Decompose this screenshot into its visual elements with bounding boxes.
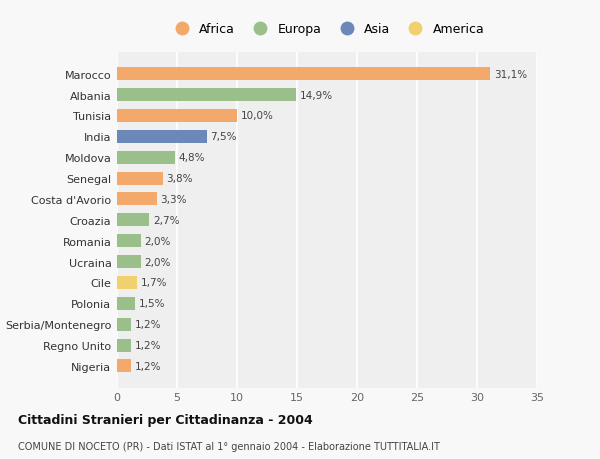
Bar — [117, 235, 141, 247]
Text: 1,2%: 1,2% — [135, 340, 161, 350]
Bar — [117, 130, 207, 144]
Text: 14,9%: 14,9% — [299, 90, 332, 101]
Text: 31,1%: 31,1% — [494, 69, 527, 79]
Text: 4,8%: 4,8% — [178, 153, 205, 163]
Legend: Africa, Europa, Asia, America: Africa, Europa, Asia, America — [166, 19, 488, 40]
Text: 2,7%: 2,7% — [153, 215, 179, 225]
Text: 1,2%: 1,2% — [135, 319, 161, 330]
Bar — [117, 151, 175, 164]
Bar — [117, 256, 141, 269]
Bar — [117, 214, 149, 227]
Bar — [117, 318, 131, 331]
Text: COMUNE DI NOCETO (PR) - Dati ISTAT al 1° gennaio 2004 - Elaborazione TUTTITALIA.: COMUNE DI NOCETO (PR) - Dati ISTAT al 1°… — [18, 441, 440, 451]
Text: 2,0%: 2,0% — [145, 257, 171, 267]
Text: 7,5%: 7,5% — [211, 132, 237, 142]
Text: 1,2%: 1,2% — [135, 361, 161, 371]
Text: 10,0%: 10,0% — [241, 111, 274, 121]
Bar — [117, 339, 131, 352]
Bar — [117, 276, 137, 289]
Text: 2,0%: 2,0% — [145, 236, 171, 246]
Bar — [117, 297, 135, 310]
Bar — [117, 172, 163, 185]
Text: 3,3%: 3,3% — [160, 195, 187, 204]
Bar — [117, 360, 131, 373]
Bar — [117, 193, 157, 206]
Bar — [117, 68, 490, 81]
Bar — [117, 110, 237, 123]
Text: 1,7%: 1,7% — [141, 278, 167, 288]
Text: 3,8%: 3,8% — [166, 174, 193, 184]
Text: Cittadini Stranieri per Cittadinanza - 2004: Cittadini Stranieri per Cittadinanza - 2… — [18, 413, 313, 426]
Bar — [117, 89, 296, 102]
Text: 1,5%: 1,5% — [139, 299, 165, 308]
